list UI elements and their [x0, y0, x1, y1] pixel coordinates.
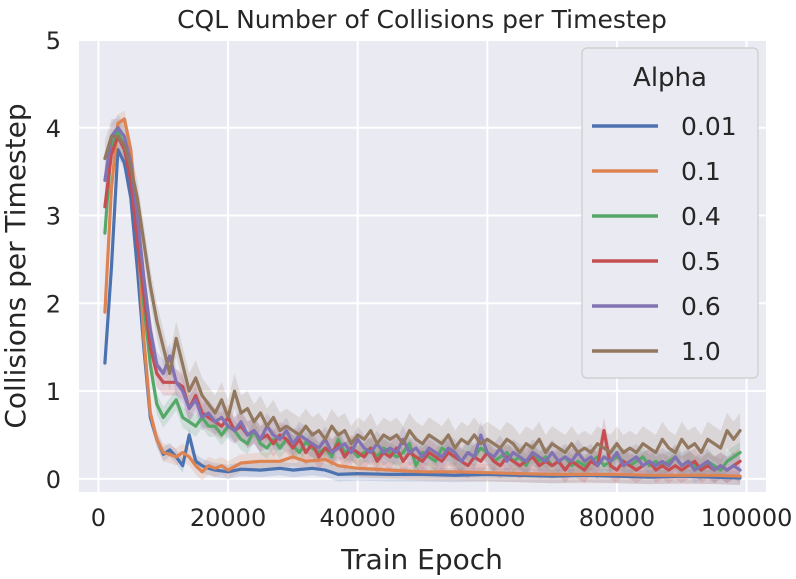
series-line-0.5 [103, 134, 742, 472]
legend-items: 0.01 0.1 0.4 0.5 0.6 1.0 [592, 112, 737, 366]
legend-label: 0.01 [681, 112, 737, 141]
legend-label: 0.6 [681, 292, 721, 321]
series-line-0.4 [103, 130, 742, 472]
series-lines [103, 117, 742, 480]
y-tick-label: 5 [46, 27, 61, 55]
legend-label: 1.0 [681, 337, 721, 366]
series-line-1.0 [103, 134, 742, 455]
series-band-1.0 [104, 119, 741, 471]
x-axis-label: Train Epoch [340, 543, 503, 576]
x-tick-label: 60000 [449, 504, 525, 532]
x-tick-label: 100000 [701, 504, 793, 532]
y-tick-label: 0 [46, 466, 61, 494]
legend-label: 0.5 [681, 247, 721, 276]
series-line-0.6 [103, 126, 742, 472]
y-tick-labels: 0 1 2 3 4 5 [46, 27, 61, 494]
y-tick-label: 3 [46, 203, 61, 231]
series-line-0.1 [103, 117, 742, 478]
legend-label: 0.1 [681, 157, 721, 186]
x-tick-label: 40000 [320, 504, 396, 532]
legend: Alpha 0.01 0.1 0.4 0.5 0.6 1.0 [581, 47, 759, 379]
y-axis-label: Collisions per Timestep [0, 103, 32, 428]
legend-label: 0.4 [681, 202, 721, 231]
x-tick-label: 20000 [190, 504, 266, 532]
x-tick-labels: 0 20000 40000 60000 80000 100000 [91, 504, 793, 532]
legend-box [581, 47, 759, 379]
y-tick-label: 1 [46, 378, 61, 406]
x-tick-label: 80000 [579, 504, 655, 532]
series-band-0.1 [104, 110, 741, 485]
chart-title: CQL Number of Collisions per Timestep [177, 5, 667, 34]
x-tick-label: 0 [91, 504, 106, 532]
y-tick-label: 4 [46, 115, 61, 143]
legend-title: Alpha [633, 63, 707, 93]
y-tick-label: 2 [46, 290, 61, 318]
